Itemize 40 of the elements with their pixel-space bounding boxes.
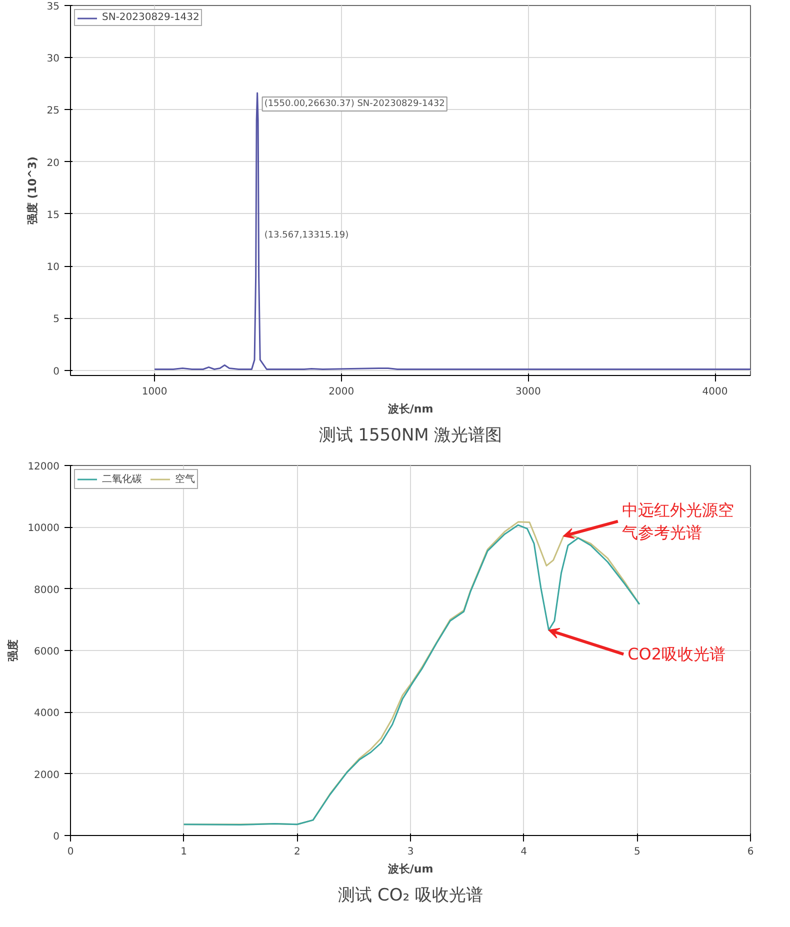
x-tick-label: 4 bbox=[520, 846, 528, 858]
x-tick-label: 5 bbox=[634, 846, 640, 858]
y-tick-label: 35 bbox=[46, 2, 60, 12]
y-tick-label: 4000 bbox=[34, 708, 60, 720]
text: 测试 CO₂ 吸收光谱 bbox=[338, 886, 483, 906]
x-tick-label: 2 bbox=[294, 846, 300, 858]
line-series bbox=[154, 92, 750, 370]
y-tick-label: 10 bbox=[46, 262, 60, 274]
x-tick-label: 6 bbox=[747, 846, 754, 858]
y-tick-label: 6000 bbox=[34, 646, 60, 658]
y-axis-title: 强度 bbox=[6, 640, 20, 662]
x-tick-label: 1000 bbox=[142, 386, 168, 398]
y-tick-label: 10000 bbox=[28, 523, 60, 534]
x-tick-label: 0 bbox=[67, 846, 74, 858]
annotation: 中远红外光源空气参考光谱 bbox=[622, 500, 734, 542]
annotation: (1550.00,26630.37) SN-20230829-1432 bbox=[264, 99, 445, 110]
y-tick-label: 8000 bbox=[34, 584, 60, 596]
x-tick-label: 3000 bbox=[515, 386, 541, 398]
annotation: (13.567,13315.19) bbox=[264, 230, 349, 241]
x-axis-title: 波长/um bbox=[386, 862, 434, 876]
y-axis-title: 强度 (10^3) bbox=[26, 156, 39, 225]
x-tick-label: 2000 bbox=[328, 386, 354, 398]
y-tick-label: 2000 bbox=[34, 770, 60, 781]
y-tick-label: 5 bbox=[53, 314, 60, 326]
y-tick-label: 12000 bbox=[28, 462, 60, 472]
x-tick-label: 1 bbox=[180, 846, 188, 858]
x-axis-title: 波长/nm bbox=[386, 402, 434, 416]
y-tick-label: 15 bbox=[46, 210, 60, 221]
y-tick-label: 30 bbox=[46, 54, 60, 65]
legend-label: SN-20230829-1432 bbox=[102, 12, 200, 23]
annotation: CO2吸收光谱 bbox=[628, 644, 726, 664]
y-tick-label: 25 bbox=[46, 106, 60, 117]
x-tick-label: 4000 bbox=[702, 386, 728, 398]
legend-label: 二氧化碳 bbox=[102, 472, 142, 486]
y-tick-label: 0 bbox=[53, 832, 60, 842]
legend-label: 空气 bbox=[175, 472, 195, 486]
text: 测试 1550NM 激光谱图 bbox=[318, 426, 502, 446]
y-tick-label: 20 bbox=[46, 158, 60, 169]
y-tick-label: 0 bbox=[53, 366, 60, 378]
x-tick-label: 3 bbox=[407, 846, 414, 858]
